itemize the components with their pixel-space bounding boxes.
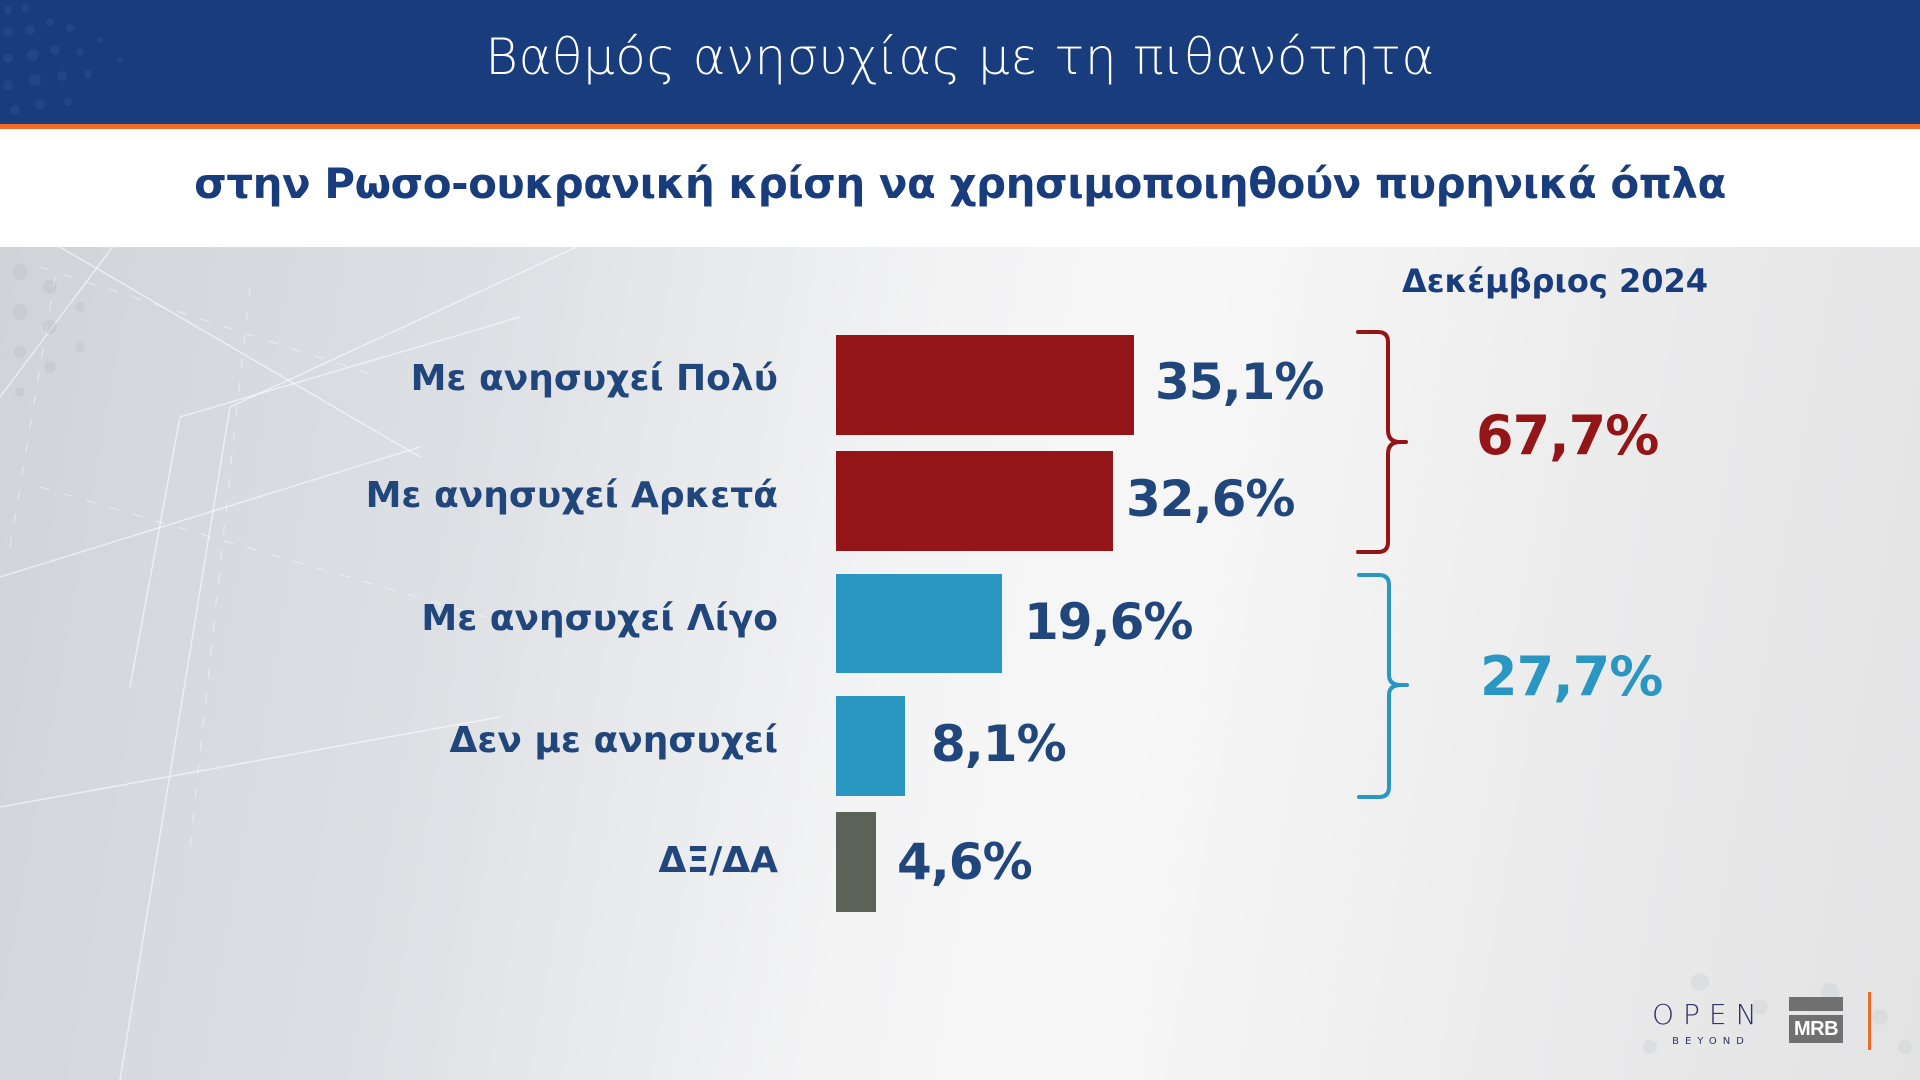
bar-not-concerned xyxy=(836,696,905,796)
group-total-not-concerned: 27,7% xyxy=(1480,645,1663,708)
bar-very-concerned xyxy=(836,335,1134,435)
open-beyond-logo: OPEN BEYOND xyxy=(1652,998,1766,1048)
open-logo-text: OPEN xyxy=(1652,998,1766,1031)
category-label-very: Με ανησυχεί Πολύ xyxy=(410,358,778,399)
logo-divider xyxy=(1868,992,1871,1050)
value-little-concerned: 19,6% xyxy=(1024,593,1193,651)
bar-quite-concerned xyxy=(836,451,1113,551)
page-subtitle: στην Ρωσο-ουκρανική κρίση να χρησιμοποιη… xyxy=(194,158,1726,208)
category-label-dk-na: ΔΞ/ΔΑ xyxy=(658,840,778,881)
mrb-logo-bar xyxy=(1789,997,1843,1011)
category-label-little: Με ανησυχεί Λίγο xyxy=(421,598,778,639)
category-label-quite: Με ανησυχεί Αρκετά xyxy=(365,475,778,516)
bracket-concerned-icon xyxy=(1356,330,1408,554)
value-not-concerned: 8,1% xyxy=(931,715,1067,773)
accent-divider xyxy=(0,124,1920,129)
beyond-logo-text: BEYOND xyxy=(1672,1036,1750,1047)
value-very-concerned: 35,1% xyxy=(1155,353,1324,411)
dot-pattern-decoration xyxy=(3,4,123,115)
value-dk-na: 4,6% xyxy=(897,833,1033,891)
mrb-logo: MRB xyxy=(1789,997,1843,1047)
category-label-not-at-all: Δεν με ανησυχεί xyxy=(449,720,778,761)
bar-dk-na xyxy=(836,812,876,912)
title-banner: Βαθμός ανησυχίας με τη πιθανότητα xyxy=(0,0,1920,124)
bar-little-concerned xyxy=(836,574,1002,673)
subtitle-banner: στην Ρωσο-ουκρανική κρίση να χρησιμοποιη… xyxy=(0,129,1920,247)
period-label: Δεκέμβριος 2024 xyxy=(1401,262,1709,300)
bracket-not-concerned-icon xyxy=(1357,573,1409,799)
value-quite-concerned: 32,6% xyxy=(1126,470,1295,528)
group-total-concerned: 67,7% xyxy=(1476,404,1659,467)
page-title: Βαθμός ανησυχίας με τη πιθανότητα xyxy=(485,28,1435,86)
mrb-logo-text: MRB xyxy=(1789,1015,1843,1043)
